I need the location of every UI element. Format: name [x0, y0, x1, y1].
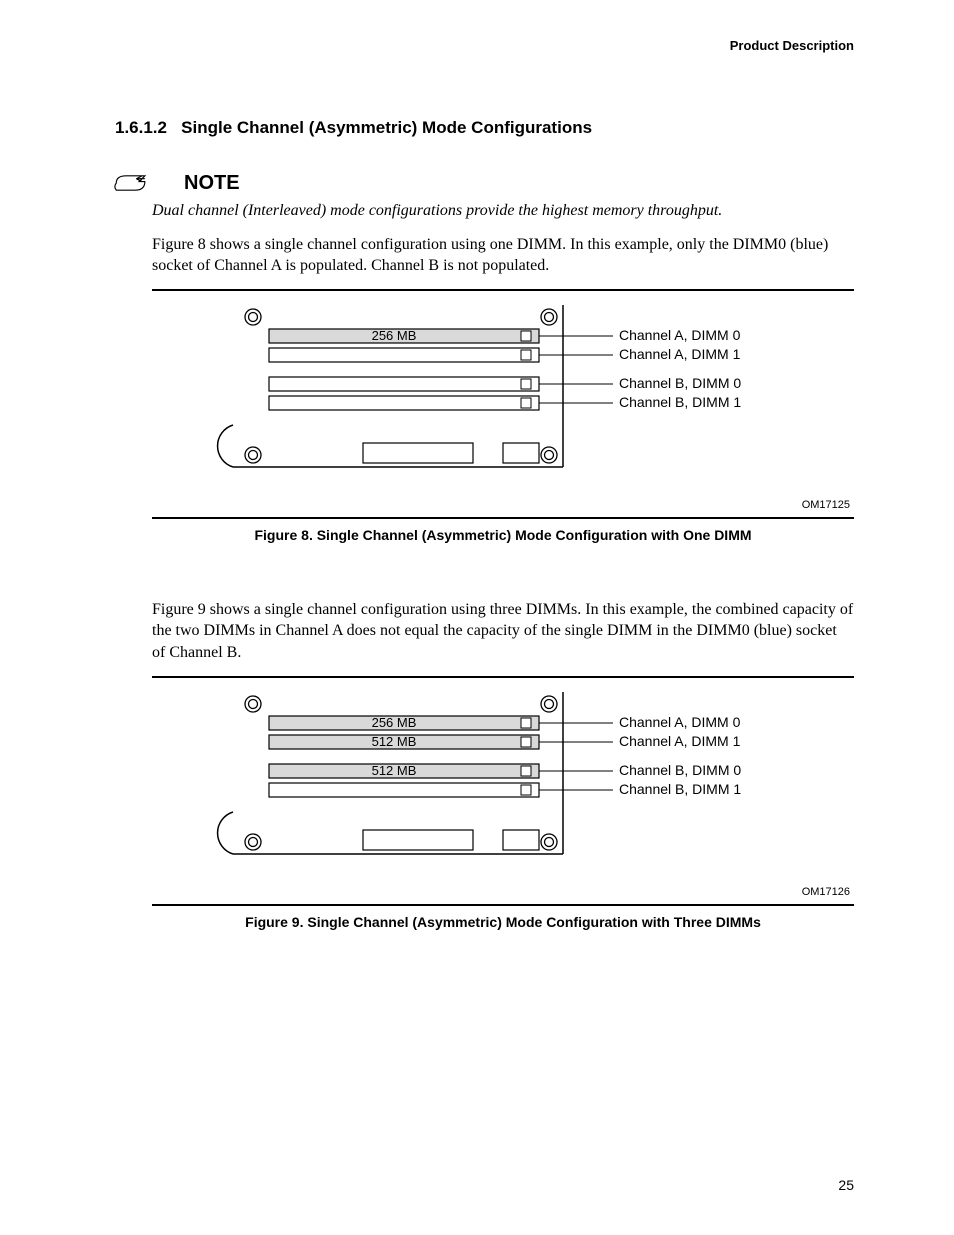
figure-9-caption: Figure 9. Single Channel (Asymmetric) Mo…	[152, 914, 854, 930]
svg-text:Channel A, DIMM 1: Channel A, DIMM 1	[619, 346, 741, 362]
svg-text:Channel B, DIMM 0: Channel B, DIMM 0	[619, 375, 741, 391]
page-number: 25	[838, 1177, 854, 1193]
section-number: 1.6.1.2	[115, 118, 167, 137]
note-label: NOTE	[184, 172, 240, 195]
section-title: Single Channel (Asymmetric) Mode Configu…	[181, 118, 592, 137]
note-block: NOTE	[100, 170, 854, 196]
figure-9-region: 256 MB Channel A, DIMM 0 512 MB Channel A, …	[152, 676, 854, 906]
figure-8-caption: Figure 8. Single Channel (Asymmetric) Mo…	[152, 527, 854, 543]
page-header-section: Product Description	[730, 38, 854, 53]
figure-9-diagram: 256 MB Channel A, DIMM 0 512 MB Channel A, …	[193, 682, 813, 872]
svg-text:256 MB: 256 MB	[372, 328, 417, 343]
svg-text:Channel B, DIMM 0: Channel B, DIMM 0	[619, 762, 741, 778]
figure-8-diagram: 256 MB Channel A, DIMM 0 Channel A, DIMM 1…	[193, 295, 813, 485]
svg-text:Channel A, DIMM 0: Channel A, DIMM 0	[619, 327, 741, 343]
svg-text:Channel A, DIMM 0: Channel A, DIMM 0	[619, 714, 741, 730]
section-heading: 1.6.1.2 Single Channel (Asymmetric) Mode…	[100, 0, 854, 138]
svg-text:512 MB: 512 MB	[372, 734, 417, 749]
svg-text:Channel A, DIMM 1: Channel A, DIMM 1	[619, 733, 741, 749]
svg-text:256 MB: 256 MB	[372, 715, 417, 730]
note-text: Dual channel (Interleaved) mode configur…	[152, 200, 854, 222]
paragraph-1: Figure 8 shows a single channel configur…	[152, 234, 854, 277]
svg-text:512 MB: 512 MB	[372, 763, 417, 778]
figure-9-ref-id: OM17126	[152, 872, 854, 904]
svg-text:Channel B, DIMM 1: Channel B, DIMM 1	[619, 394, 741, 410]
svg-text:Channel B, DIMM 1: Channel B, DIMM 1	[619, 781, 741, 797]
paragraph-2: Figure 9 shows a single channel configur…	[152, 599, 854, 664]
figure-8-region: 256 MB Channel A, DIMM 0 Channel A, DIMM 1…	[152, 289, 854, 519]
figure-8-ref-id: OM17125	[152, 485, 854, 517]
note-icon	[112, 170, 152, 196]
